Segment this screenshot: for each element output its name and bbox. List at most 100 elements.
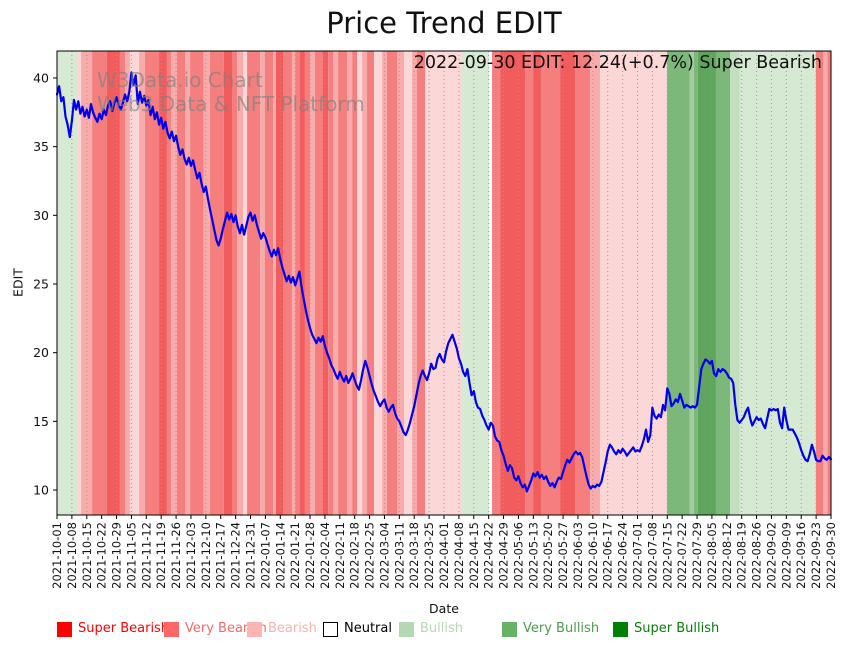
legend-item-super-bearish: Super Bearish bbox=[57, 620, 169, 638]
x-tick-label: 2021-12-17 bbox=[214, 522, 228, 589]
x-tick-label: 2022-07-08 bbox=[645, 522, 659, 589]
sentiment-band bbox=[232, 51, 238, 515]
x-axis-ticks: 2021-10-01 2021-10-08 2021-10-15 2021-10-22… bbox=[50, 515, 838, 589]
sentiment-band bbox=[374, 51, 383, 515]
x-tick-label: 2022-06-10 bbox=[586, 522, 600, 589]
sentiment-band bbox=[314, 51, 324, 515]
x-tick-label: 2022-07-22 bbox=[675, 522, 689, 589]
x-tick-label: 2021-12-31 bbox=[244, 522, 258, 589]
x-tick-label: 2022-02-18 bbox=[348, 522, 362, 589]
x-tick-label: 2022-03-11 bbox=[392, 522, 406, 589]
sentiment-band bbox=[283, 51, 292, 515]
x-tick-label: 2022-01-21 bbox=[288, 522, 302, 589]
watermark-line2: Web3 Data & NFT Platform bbox=[97, 92, 365, 116]
sentiment-band bbox=[209, 51, 224, 515]
x-tick-label: 2022-03-25 bbox=[422, 522, 436, 589]
sentiment-band bbox=[310, 51, 315, 515]
sentiment-band bbox=[600, 51, 668, 515]
legend-item-neutral: Neutral bbox=[323, 620, 392, 638]
sentiment-band bbox=[76, 51, 82, 515]
x-tick-label: 2022-01-28 bbox=[303, 522, 317, 589]
sentiment-band bbox=[323, 51, 329, 515]
x-tick-label: 2022-04-22 bbox=[482, 522, 496, 589]
sentiment-band bbox=[397, 51, 405, 515]
sentiment-band bbox=[590, 51, 601, 515]
sentiment-band bbox=[170, 51, 177, 515]
x-tick-label: 2021-10-01 bbox=[50, 522, 64, 589]
x-tick-label: 2021-11-12 bbox=[139, 522, 153, 589]
sentiment-band bbox=[667, 51, 690, 515]
sentiment-band bbox=[106, 51, 120, 515]
y-axis-ticks: 10 15 20 25 30 35 40 bbox=[33, 71, 57, 498]
sentiment-band bbox=[333, 51, 339, 515]
x-tick-label: 2021-12-24 bbox=[229, 522, 243, 589]
sentiment-band bbox=[404, 51, 413, 515]
x-tick-label: 2022-02-11 bbox=[333, 522, 347, 589]
x-axis-label: Date bbox=[429, 601, 459, 616]
x-tick-label: 2021-10-22 bbox=[95, 522, 109, 589]
sentiment-band bbox=[416, 51, 426, 515]
x-tick-label: 2022-03-18 bbox=[407, 522, 421, 589]
x-tick-label: 2022-02-25 bbox=[363, 522, 377, 589]
sentiment-band bbox=[492, 51, 501, 515]
bullish-swatch-icon bbox=[399, 621, 414, 637]
sentiment-band bbox=[273, 51, 277, 515]
bearish-swatch-icon bbox=[247, 621, 262, 637]
legend-item-bullish: Bullish bbox=[399, 620, 463, 638]
neutral-swatch-icon bbox=[323, 621, 338, 637]
x-tick-label: 2022-04-29 bbox=[497, 522, 511, 589]
x-tick-label: 2021-10-15 bbox=[80, 522, 94, 589]
sentiment-band bbox=[815, 51, 824, 515]
x-tick-label: 2022-05-06 bbox=[511, 522, 525, 589]
sentiment-band bbox=[560, 51, 575, 515]
x-tick-label: 2022-02-04 bbox=[318, 522, 332, 589]
sentiment-band bbox=[338, 51, 348, 515]
sentiment-band bbox=[295, 51, 301, 515]
x-tick-label: 2022-09-23 bbox=[809, 522, 823, 589]
x-tick-label: 2022-08-26 bbox=[750, 522, 764, 589]
y-tick-label: 15 bbox=[33, 414, 49, 429]
x-tick-label: 2021-11-05 bbox=[124, 522, 138, 589]
x-tick-label: 2022-04-15 bbox=[467, 522, 481, 589]
sentiment-band bbox=[347, 51, 353, 515]
sentiment-band bbox=[129, 51, 140, 515]
price-line bbox=[55, 71, 833, 493]
sentiment-band bbox=[119, 51, 126, 515]
sentiment-bands bbox=[57, 51, 831, 515]
sentiment-band bbox=[185, 51, 191, 515]
sentiment-band bbox=[190, 51, 204, 515]
sentiment-band bbox=[176, 51, 186, 515]
x-tick-label: 2022-09-09 bbox=[779, 522, 793, 589]
x-tick-label: 2022-08-19 bbox=[735, 522, 749, 589]
x-tick-label: 2021-10-08 bbox=[65, 522, 79, 589]
sentiment-band bbox=[247, 51, 261, 515]
sentiment-band bbox=[276, 51, 284, 515]
sentiment-band bbox=[823, 51, 828, 515]
sentiment-band bbox=[304, 51, 311, 515]
sentiment-band bbox=[367, 51, 375, 515]
x-tick-label: 2022-05-27 bbox=[556, 522, 570, 589]
very-bullish-swatch-icon bbox=[502, 621, 517, 637]
y-tick-label: 40 bbox=[33, 71, 49, 86]
x-tick-label: 2021-12-03 bbox=[184, 522, 198, 589]
legend-item-very-bearish: Very Bearish bbox=[164, 620, 267, 638]
sentiment-band bbox=[715, 51, 730, 515]
sentiment-band bbox=[827, 51, 831, 515]
sentiment-band bbox=[357, 51, 363, 515]
x-tick-label: 2022-07-01 bbox=[631, 522, 645, 589]
sentiment-band bbox=[166, 51, 171, 515]
legend-item-bearish: Bearish bbox=[247, 620, 317, 638]
x-tick-label: 2021-12-10 bbox=[199, 522, 213, 589]
x-tick-label: 2022-07-15 bbox=[660, 522, 674, 589]
legend-item-super-bullish: Super Bullish bbox=[613, 620, 719, 638]
watermark-line1: W3Data.io Chart bbox=[97, 68, 263, 92]
y-tick-label: 25 bbox=[33, 277, 49, 292]
sentiment-band bbox=[462, 51, 490, 515]
sentiment-band bbox=[729, 51, 740, 515]
x-tick-label: 2022-08-05 bbox=[705, 522, 719, 589]
x-tick-label: 2022-05-20 bbox=[541, 522, 555, 589]
last-value-annotation: 2022-09-30 EDIT: 12.24(+0.7%) Super Bear… bbox=[413, 53, 822, 73]
y-tick-label: 20 bbox=[33, 345, 49, 360]
